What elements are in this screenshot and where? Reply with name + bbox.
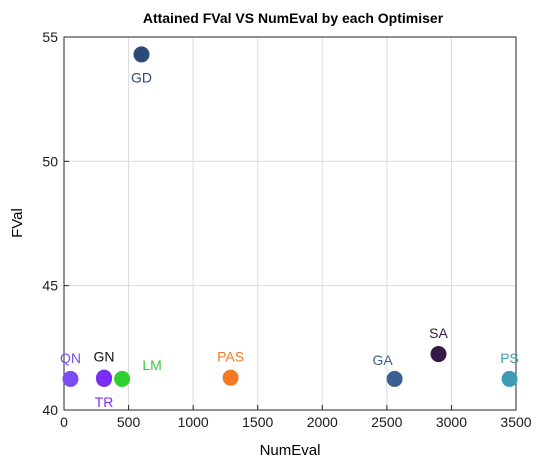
point-label-sa: SA (429, 325, 448, 341)
point-label-pas: PAS (217, 349, 244, 365)
point-label-qn: QN (60, 350, 81, 366)
point-gd (133, 46, 150, 63)
point-sa (430, 346, 447, 363)
axis-ticks: 0 500 1000 1500 2000 2500 3000 3500 40 45 50 55 (42, 29, 531, 430)
point-label-tr: TR (95, 394, 114, 410)
x-tick-label: 0 (60, 414, 68, 430)
point-label-gd: GD (131, 69, 152, 85)
y-tick-label: 50 (42, 153, 58, 169)
x-tick-label: 1000 (178, 414, 209, 430)
point-tr (96, 370, 113, 387)
point-lm (114, 370, 131, 387)
point-ga (386, 370, 403, 387)
x-tick-label: 3000 (436, 414, 467, 430)
point-label-ga: GA (372, 352, 393, 368)
y-axis-label: FVal (9, 208, 26, 238)
data-points: QN GN TR LM GD PAS GA SA PS (60, 46, 519, 410)
point-ps (501, 370, 518, 387)
y-tick-label: 55 (42, 29, 58, 45)
x-tick-label: 2500 (371, 414, 402, 430)
x-tick-label: 3500 (500, 414, 531, 430)
point-pas (222, 369, 239, 386)
x-tick-label: 2000 (307, 414, 338, 430)
point-label-gn: GN (94, 349, 115, 365)
x-tick-label: 1500 (242, 414, 273, 430)
point-qn (62, 370, 79, 387)
x-axis-label: NumEval (260, 442, 321, 459)
point-label-lm: LM (142, 357, 161, 373)
x-tick-label: 500 (117, 414, 141, 430)
point-label-ps: PS (500, 350, 519, 366)
y-tick-label: 40 (42, 402, 58, 418)
plot-area-frame (63, 36, 517, 411)
chart-title: Attained FVal VS NumEval by each Optimis… (143, 10, 444, 26)
y-tick-label: 45 (42, 278, 58, 294)
grid-lines (64, 37, 516, 410)
